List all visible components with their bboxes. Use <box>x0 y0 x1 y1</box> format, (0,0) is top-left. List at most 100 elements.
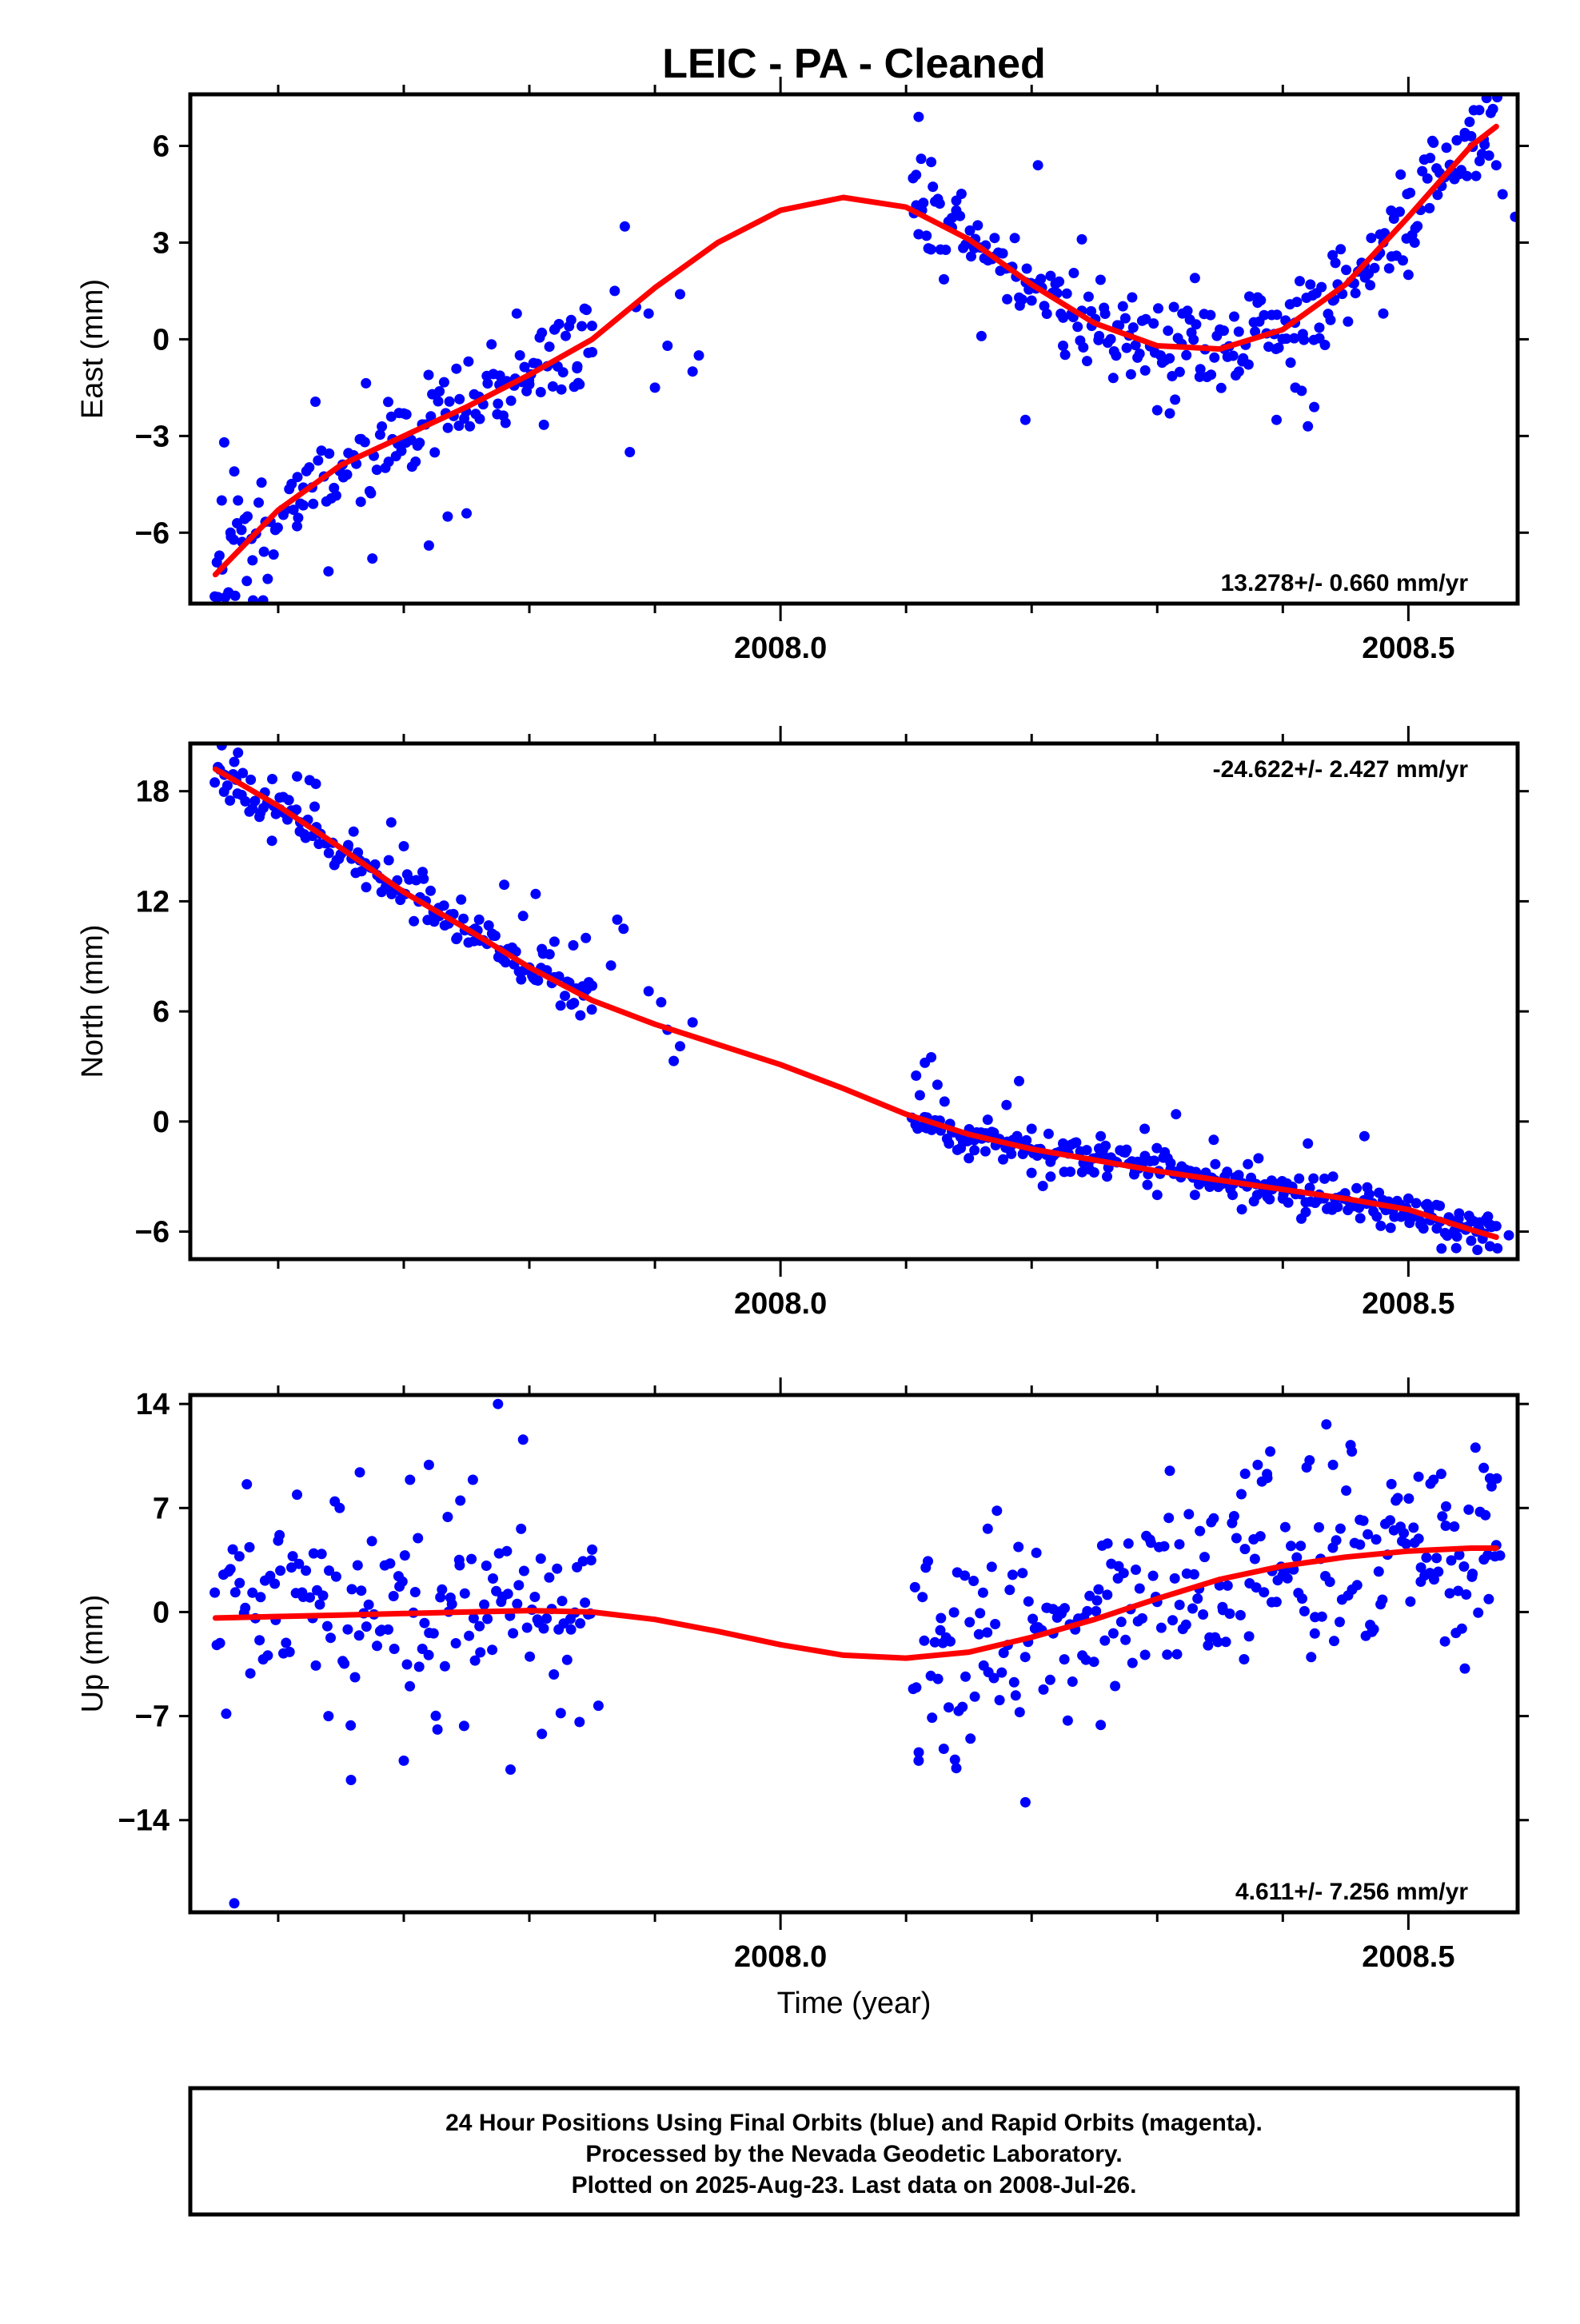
data-point <box>1145 1537 1156 1549</box>
data-point <box>1236 1204 1247 1215</box>
data-point <box>547 381 558 392</box>
data-point <box>944 1138 955 1149</box>
data-point <box>1308 1173 1319 1184</box>
data-point <box>951 1763 962 1774</box>
data-point <box>1105 333 1116 345</box>
data-point <box>383 456 394 468</box>
data-point <box>428 1628 439 1639</box>
data-point <box>216 495 227 506</box>
data-point <box>474 1620 485 1632</box>
data-point <box>1418 1223 1429 1234</box>
data-point <box>281 1637 292 1648</box>
data-point <box>1421 1552 1432 1563</box>
data-point <box>258 546 269 557</box>
data-point <box>574 1716 585 1728</box>
data-point <box>1296 385 1307 397</box>
data-point <box>1386 1478 1397 1489</box>
data-point <box>245 774 257 785</box>
data-point <box>1271 309 1283 321</box>
data-point <box>1017 1568 1028 1579</box>
data-point <box>363 1599 374 1610</box>
data-point <box>1188 1569 1199 1580</box>
data-point <box>1316 281 1327 293</box>
data-point <box>675 289 685 300</box>
data-point <box>964 225 976 236</box>
data-point <box>913 111 924 122</box>
data-point <box>1037 1181 1048 1191</box>
data-point <box>517 1434 529 1445</box>
data-point <box>229 1898 240 1909</box>
data-point <box>1035 273 1047 285</box>
x-tick-label: 2008.0 <box>734 632 827 665</box>
data-point <box>624 447 636 457</box>
data-point <box>975 1608 986 1619</box>
data-point <box>256 477 267 488</box>
data-point <box>1045 1156 1056 1167</box>
data-point <box>1413 1471 1424 1482</box>
data-point <box>342 1624 353 1635</box>
data-point <box>925 244 936 255</box>
data-point <box>353 1630 365 1641</box>
data-point <box>1165 1158 1176 1169</box>
data-point <box>997 248 1008 259</box>
data-point <box>1233 326 1244 337</box>
data-point <box>1483 150 1494 161</box>
data-point <box>1291 1552 1303 1563</box>
x-axis-label: Time (year) <box>777 1987 932 2020</box>
data-point <box>1441 1501 1451 1512</box>
data-point <box>301 1565 312 1577</box>
data-point <box>918 197 929 209</box>
data-point <box>1490 1221 1502 1232</box>
data-point <box>911 169 922 181</box>
data-point <box>292 472 303 483</box>
data-point <box>383 855 394 866</box>
data-point <box>656 997 667 1008</box>
data-point <box>1220 1636 1231 1648</box>
data-point <box>1358 1515 1369 1526</box>
data-point <box>1009 233 1020 244</box>
data-points <box>209 1398 1506 1909</box>
x-tick-label: 2008.5 <box>1362 1940 1454 1974</box>
data-point <box>1067 1676 1078 1687</box>
data-point <box>1171 1109 1182 1120</box>
data-point <box>1071 1137 1082 1148</box>
data-point <box>247 555 258 566</box>
data-point <box>1088 1167 1099 1178</box>
data-point <box>1163 1513 1175 1524</box>
data-point <box>1111 350 1122 361</box>
data-point <box>241 1479 253 1490</box>
data-point <box>1366 233 1377 244</box>
data-point <box>423 540 434 551</box>
data-point <box>481 1561 492 1571</box>
data-point <box>293 512 304 524</box>
data-point <box>225 1564 236 1575</box>
data-point <box>1408 1522 1419 1533</box>
data-point <box>313 455 324 466</box>
data-point <box>1428 1474 1439 1485</box>
data-point <box>385 411 397 422</box>
data-point <box>1377 1594 1388 1605</box>
data-point <box>913 1755 924 1766</box>
y-tick-label: 3 <box>153 226 170 260</box>
data-point <box>1032 160 1043 171</box>
plot-frame <box>188 92 1520 606</box>
north-panel: 18 12 6 0 −6 2008.0 2008.5 North (mm) -24.622+/-… <box>76 726 1529 1321</box>
data-point <box>265 1570 276 1581</box>
plot-frame <box>188 1393 1520 1915</box>
data-point <box>1228 1511 1239 1521</box>
data-point <box>500 957 511 968</box>
data-point <box>221 780 233 791</box>
data-point <box>919 1635 930 1646</box>
data-point <box>1239 1654 1250 1664</box>
data-point <box>1474 105 1485 116</box>
data-point <box>1385 1222 1396 1234</box>
data-point <box>499 879 510 891</box>
data-point <box>1394 206 1405 217</box>
data-point <box>1497 189 1508 200</box>
data-point <box>530 888 541 899</box>
data-point <box>1450 1242 1462 1254</box>
data-point <box>1462 170 1473 181</box>
data-point <box>998 1648 1009 1658</box>
